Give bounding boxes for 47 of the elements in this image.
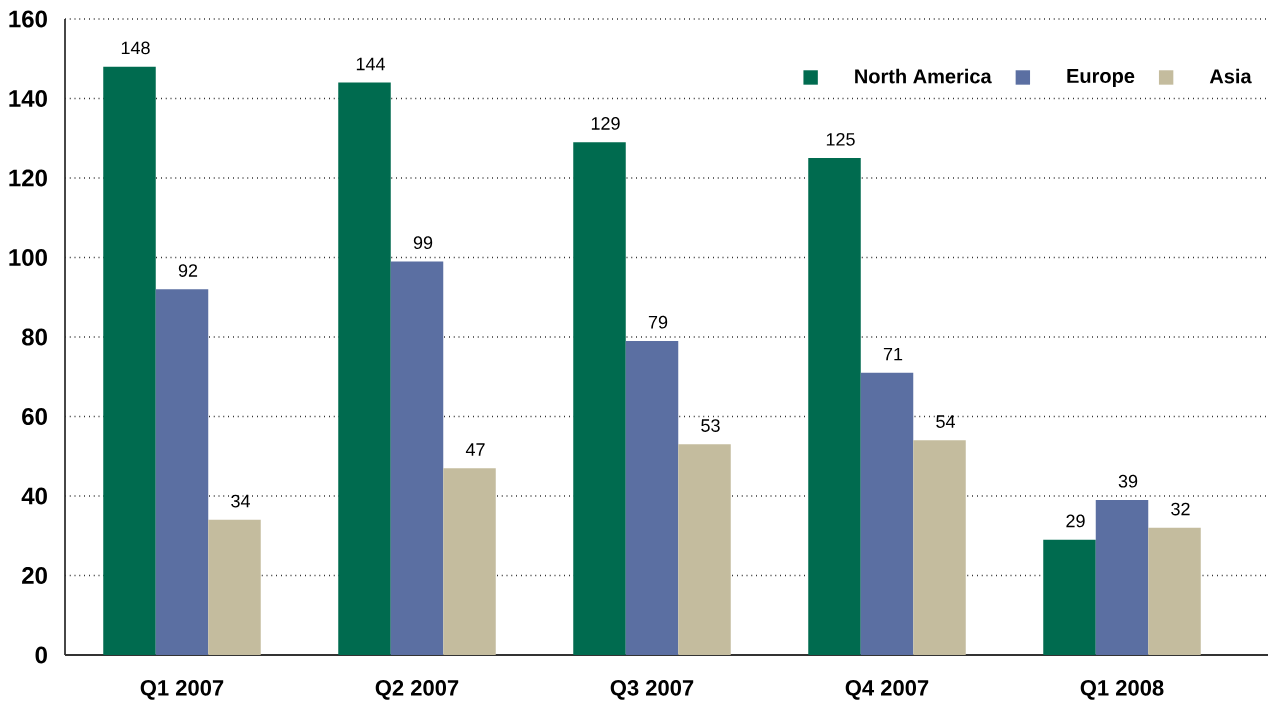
- data-label: 79: [648, 315, 668, 329]
- bar: [573, 142, 626, 655]
- bar: [625, 340, 679, 655]
- y-tick-label: 80: [21, 328, 47, 346]
- data-label: 92: [178, 264, 198, 277]
- x-tick-label: Q1 2007: [140, 680, 224, 700]
- y-tick-label: 160: [9, 10, 47, 28]
- bar: [678, 444, 731, 655]
- data-label: 29: [1066, 514, 1085, 528]
- legend-label: Europe: [1067, 69, 1135, 87]
- data-label: 54: [936, 415, 955, 428]
- data-label: 148: [121, 41, 150, 55]
- legend-label: North America: [855, 68, 992, 84]
- data-label: 34: [231, 494, 250, 508]
- data-label: 129: [591, 117, 620, 130]
- bar: [913, 440, 966, 655]
- y-tick-label: 60: [22, 408, 47, 425]
- legend-label: Asia: [1209, 68, 1252, 84]
- y-tick-label: 20: [22, 567, 47, 584]
- y-tick-label: 120: [9, 169, 47, 187]
- bar: [1148, 527, 1201, 655]
- y-tick-label: 0: [35, 646, 47, 664]
- data-label: 125: [826, 132, 855, 146]
- data-label: 39: [1118, 474, 1138, 488]
- bar: [1095, 499, 1149, 655]
- bar: [443, 468, 496, 655]
- x-tick-label: Q4 2007: [845, 680, 929, 700]
- bar: [103, 66, 156, 655]
- y-tick-label: 40: [21, 487, 47, 505]
- bar: [208, 519, 261, 655]
- data-label: 99: [413, 236, 433, 250]
- x-tick-label: Q2 2007: [375, 680, 459, 700]
- bar: [390, 261, 444, 655]
- data-label: 71: [883, 347, 903, 361]
- data-label: 32: [1171, 502, 1190, 516]
- x-tick-label: Q3 2007: [610, 680, 694, 700]
- bar: [808, 158, 861, 655]
- data-label: 47: [465, 443, 485, 456]
- bar: [155, 289, 209, 655]
- bar: [860, 372, 914, 655]
- bar: [1043, 539, 1096, 655]
- data-label: 144: [356, 57, 385, 71]
- y-tick-label: 100: [9, 249, 47, 266]
- data-label: 53: [701, 419, 720, 432]
- bar: [338, 82, 391, 655]
- x-tick-label: Q1 2008: [1080, 680, 1164, 700]
- y-tick-label: 140: [9, 90, 47, 107]
